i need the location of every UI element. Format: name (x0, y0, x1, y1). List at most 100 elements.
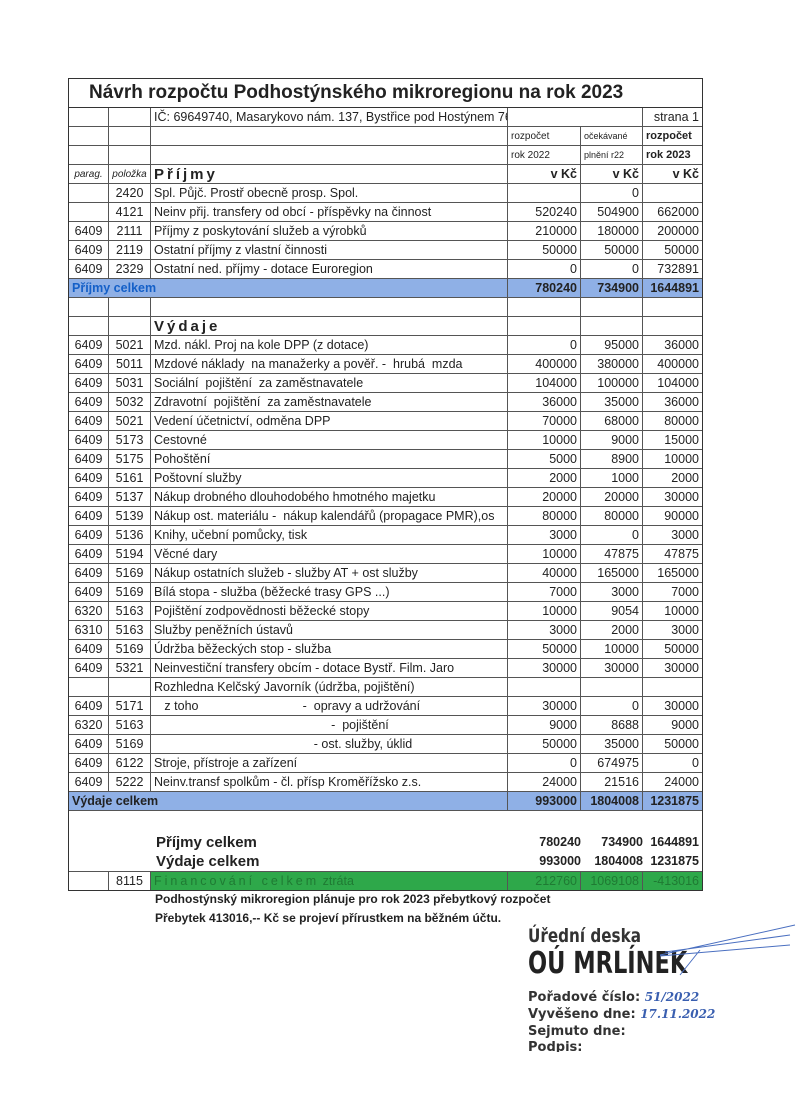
budget-2023-cell: 400000 (657, 357, 699, 371)
posted-value: 17.11.2022 (640, 1007, 716, 1021)
page-number: strana 1 (653, 110, 699, 124)
posted-label: Vyvěšeno dne: (528, 1007, 636, 1022)
parag-cell: 6409 (69, 488, 109, 506)
description-cell: Služby peněžních ústavů (151, 621, 508, 639)
table-row: 6320 5163 - pojištění 9000 8688 9000 (69, 716, 702, 735)
budget-2022-cell: 104000 (508, 374, 581, 392)
budget-2022-cell: 30000 (508, 659, 581, 677)
budget-2023-cell (643, 184, 702, 202)
summary-value: 1644891 (650, 835, 699, 849)
budget-2023-cell: 30000 (664, 699, 699, 713)
description-cell: Spl. Půjč. Prostř obecně prosp. Spol. (151, 184, 508, 202)
budget-2022-cell: 5000 (508, 450, 581, 468)
expected-2022-cell: 2000 (581, 621, 643, 639)
parag-cell: 6409 (69, 526, 109, 544)
expected-2022-cell: 9000 (581, 431, 643, 449)
budget-2023-cell: 165000 (657, 566, 699, 580)
table-row: 6409 2119 Ostatní příjmy z vlastní činnost… (69, 241, 702, 260)
parag-cell: 6409 (69, 507, 109, 525)
page-title: Návrh rozpočtu Podhostýnského mikroregio… (69, 79, 702, 108)
budget-2022-cell: 50000 (508, 735, 581, 753)
total-value: 1804008 (581, 792, 643, 810)
table-row: 6409 2329 Ostatní ned. příjmy - dotace Eur… (69, 260, 702, 279)
summary-value: 993000 (539, 854, 581, 868)
table-row: 6409 5169 Bílá stopa - služba (běžecké tra… (69, 583, 702, 602)
budget-2023-cell: 24000 (664, 775, 699, 789)
budget-2023-cell: 200000 (657, 224, 699, 238)
polozka-cell: 6122 (109, 754, 151, 772)
expected-2022-cell: 165000 (581, 564, 643, 582)
parag-cell: 6409 (69, 583, 109, 601)
budget-2022-cell: 10000 (508, 431, 581, 449)
budget-2023-cell: 30000 (664, 490, 699, 504)
budget-2023-cell: 50000 (664, 642, 699, 656)
budget-2022-cell: 20000 (508, 488, 581, 506)
budget-2022-cell: 50000 (508, 241, 581, 259)
financing-code: 8115 (109, 872, 151, 890)
expected-2022-cell: 0 (581, 260, 643, 278)
description-cell: Zdravotní pojištění za zaměstnavatele (151, 393, 508, 411)
parag-cell: 6409 (69, 355, 109, 373)
parag-cell: 6409 (69, 260, 109, 278)
expected-2022-cell: 20000 (581, 488, 643, 506)
parag-cell: 6409 (69, 469, 109, 487)
description-cell: - ost. služby, úklid (151, 735, 508, 753)
summary-value: 1231875 (650, 854, 699, 868)
parag-cell: 6320 (69, 716, 109, 734)
col2-subheader: plnění r22 (581, 146, 643, 164)
description-cell: Příjmy z poskytování služeb a výrobků (151, 222, 508, 240)
table-row: 6320 5163 Pojištění zodpovědnosti běžecké … (69, 602, 702, 621)
table-row: 6409 5021 Vedení účetnictví, odměna DPP 700… (69, 412, 702, 431)
polozka-cell: 5139 (109, 507, 151, 525)
income-total-row: Příjmy celkem 780240 734900 1644891 (69, 279, 702, 298)
budget-2022-cell: 3000 (508, 526, 581, 544)
description-cell: Sociální pojištění za zaměstnavatele (151, 374, 508, 392)
description-cell: Cestovné (151, 431, 508, 449)
table-row: 6409 5139 Nákup ost. materiálu - nákup kal… (69, 507, 702, 526)
polozka-cell: 5169 (109, 640, 151, 658)
polozka-cell: 5194 (109, 545, 151, 563)
expected-2022-cell: 68000 (581, 412, 643, 430)
financing-note: ztráta (322, 874, 354, 888)
budget-2023-cell: 36000 (664, 338, 699, 352)
table-row: 6409 5021 Mzd. nákl. Proj na kole DPP (z d… (69, 336, 702, 355)
note-line-1: Podhostýnský mikroregion plánuje pro rok… (155, 892, 551, 906)
parag-cell: 6409 (69, 241, 109, 259)
polozka-cell: 2420 (109, 184, 151, 202)
financing-value: 1069108 (581, 872, 643, 890)
parag-cell: 6409 (69, 697, 109, 715)
budget-2022-cell: 0 (508, 260, 581, 278)
expected-2022-cell: 95000 (581, 336, 643, 354)
summary-value: 734900 (601, 835, 643, 849)
budget-2023-cell: 9000 (671, 718, 699, 732)
table-row: 4121 Neinv přij. transfery od obcí - přís… (69, 203, 702, 222)
parag-cell: 6320 (69, 602, 109, 620)
description-cell: Ostatní ned. příjmy - dotace Euroregion (151, 260, 508, 278)
budget-2023-cell: 50000 (664, 737, 699, 751)
polozka-cell: 5173 (109, 431, 151, 449)
expected-2022-cell: 504900 (581, 203, 643, 221)
parag-cell: 6409 (69, 431, 109, 449)
financing-value: -413016 (643, 872, 702, 890)
table-row: 6409 5194 Věcné dary 10000 47875 47875 (69, 545, 702, 564)
parag-cell: 6409 (69, 735, 109, 753)
unit-3: v Kč (672, 167, 699, 181)
expected-2022-cell: 100000 (581, 374, 643, 392)
description-cell: Neinvestiční transfery obcím - dotace By… (151, 659, 508, 677)
expected-2022-cell: 80000 (581, 507, 643, 525)
order-value: 51/2022 (644, 990, 700, 1004)
parag-cell: 6409 (69, 336, 109, 354)
financing-row: 8115 Financování celkem ztráta 212760 10… (69, 871, 702, 890)
description-cell: Neinv.transf spolkům - čl. přísp Kroměří… (151, 773, 508, 791)
total-value: 1644891 (650, 281, 699, 295)
col1-subheader: rok 2022 (508, 146, 581, 164)
description-cell: - pojištění (151, 716, 508, 734)
expected-2022-cell: 0 (581, 526, 643, 544)
table-row: 6310 5163 Služby peněžních ústavů 3000 2000 3… (69, 621, 702, 640)
total-label: Příjmy celkem (72, 281, 157, 295)
expected-2022-cell (581, 678, 643, 696)
expected-2022-cell: 9054 (581, 602, 643, 620)
budget-2022-cell: 80000 (508, 507, 581, 525)
budget-2022-cell: 30000 (508, 697, 581, 715)
description-cell: Vedení účetnictví, odměna DPP (151, 412, 508, 430)
